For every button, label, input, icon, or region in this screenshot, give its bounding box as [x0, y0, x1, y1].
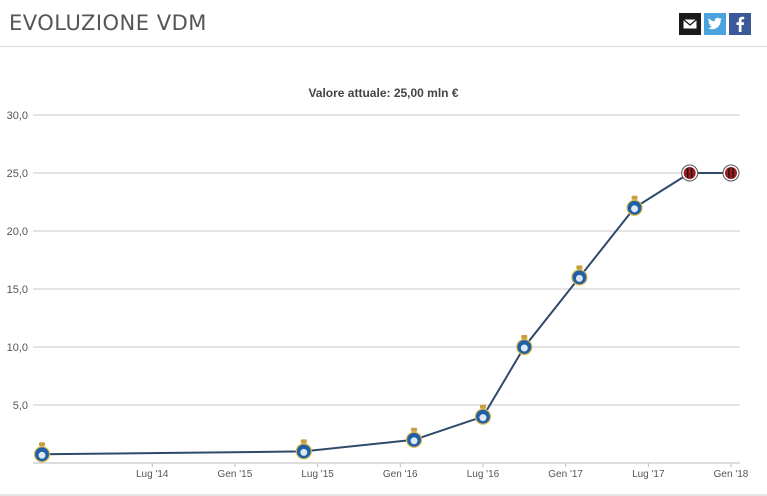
milan-crest-fill	[683, 167, 696, 179]
header: EVOLUZIONE VDM	[0, 0, 767, 47]
milan-crest-fill	[725, 167, 737, 179]
porto-crest-crown	[39, 442, 45, 447]
x-tick-label: Gen '16	[383, 469, 418, 480]
y-tick-label: 5,0	[13, 400, 28, 412]
bottom-divider	[0, 494, 767, 496]
porto-crest-inner	[300, 448, 308, 456]
x-tick-label: Gen '15	[218, 469, 253, 480]
mail-share-button[interactable]	[679, 13, 701, 35]
y-tick-label: 20,0	[7, 226, 28, 238]
x-tick-label: Lug '15	[301, 469, 334, 480]
porto-crest-crown	[300, 439, 307, 444]
facebook-share-button[interactable]	[729, 13, 751, 35]
y-tick-label: 10,0	[7, 342, 28, 354]
porto-crest-inner	[631, 205, 639, 213]
x-tick-label: Lug '17	[632, 469, 665, 480]
porto-crest-crown	[631, 195, 638, 200]
porto-crest-crown	[521, 335, 528, 339]
x-tick-label: Lug '16	[467, 469, 500, 480]
porto-crest-inner	[38, 451, 46, 459]
porto-crest-crown	[411, 427, 418, 432]
porto-crest-inner	[520, 344, 528, 352]
x-tick-label: Gen '17	[548, 469, 583, 480]
page-title: EVOLUZIONE VDM	[9, 11, 207, 35]
facebook-icon	[736, 16, 745, 32]
porto-crest-crown	[576, 265, 583, 270]
y-tick-label: 25,0	[7, 168, 28, 180]
twitter-share-button[interactable]	[704, 13, 726, 35]
y-tick-label: 15,0	[7, 284, 28, 296]
x-tick-label: Gen '18	[714, 469, 749, 480]
twitter-icon	[707, 17, 722, 30]
porto-crest-crown	[479, 404, 486, 409]
chart-subtitle: Valore attuale: 25,00 mln €	[308, 86, 459, 100]
porto-crest-inner	[479, 414, 487, 422]
porto-crest-inner	[575, 274, 583, 282]
x-tick-label: Lug '14	[136, 469, 169, 480]
porto-crest-inner	[410, 437, 418, 445]
y-tick-label: 30,0	[7, 110, 28, 122]
mail-icon	[683, 19, 697, 29]
